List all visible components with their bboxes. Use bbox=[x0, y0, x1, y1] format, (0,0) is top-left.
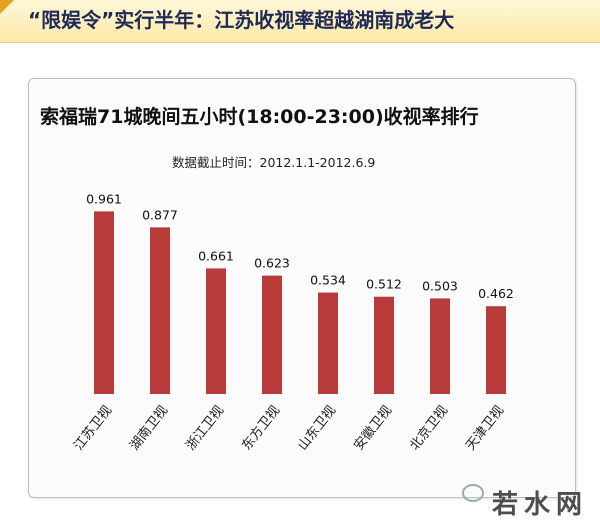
bar-3 bbox=[262, 275, 282, 394]
category-label-3: 东方卫视 bbox=[239, 403, 284, 454]
category-label-1: 湖南卫视 bbox=[127, 403, 172, 454]
bar-5 bbox=[374, 296, 394, 394]
bar-7 bbox=[486, 306, 506, 394]
bar-value-label-1: 0.877 bbox=[142, 207, 178, 222]
cropped-article-edge bbox=[578, 78, 600, 521]
bar-value-label-3: 0.623 bbox=[254, 256, 290, 271]
bar-4 bbox=[318, 292, 338, 394]
category-label-2: 浙江卫视 bbox=[183, 403, 227, 453]
value-labels-group: 0.961 0.877 0.661 0.623 0.534 0.512 0.503 0.462 bbox=[86, 191, 514, 301]
category-labels-group: 江苏卫视 湖南卫视 浙江卫视 东方卫视 山东卫视 安徽卫视 北京卫视 天津卫视 bbox=[71, 403, 508, 454]
bar-value-label-4: 0.534 bbox=[310, 273, 346, 288]
headline-corner-mark bbox=[0, 0, 14, 14]
category-label-7: 天津卫视 bbox=[463, 403, 507, 453]
chart-title: 索福瑞71城晚间五小时(18:00-23:00)收视率排行 bbox=[40, 106, 479, 128]
bars-group bbox=[94, 211, 506, 394]
bar-value-label-0: 0.961 bbox=[86, 191, 122, 206]
chart-subtitle: 数据截止时间：2012.1.1-2012.6.9 bbox=[172, 155, 376, 170]
category-label-0: 江苏卫视 bbox=[71, 403, 116, 454]
category-label-4: 山东卫视 bbox=[295, 403, 339, 453]
bar-1 bbox=[150, 227, 170, 394]
bar-value-label-2: 0.661 bbox=[198, 248, 234, 263]
bar-value-label-6: 0.503 bbox=[422, 278, 458, 293]
bar-0 bbox=[94, 211, 114, 394]
watermark-chat-icon bbox=[462, 484, 484, 502]
category-label-6: 北京卫视 bbox=[407, 403, 451, 453]
bar-6 bbox=[430, 298, 450, 394]
headline: “限娱令”实行半年：江苏收视率超越湖南成老大 bbox=[28, 8, 455, 32]
bar-2 bbox=[206, 268, 226, 394]
bar-value-label-5: 0.512 bbox=[366, 277, 402, 292]
bar-value-label-7: 0.462 bbox=[478, 286, 514, 301]
chart-frame bbox=[28, 78, 576, 498]
watermark: 若水网 bbox=[492, 490, 589, 520]
headline-bar: “限娱令”实行半年：江苏收视率超越湖南成老大 bbox=[0, 0, 600, 43]
category-label-5: 安徽卫视 bbox=[351, 403, 395, 453]
